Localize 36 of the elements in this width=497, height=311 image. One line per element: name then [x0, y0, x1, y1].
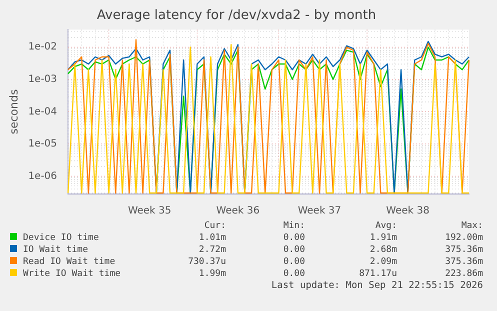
text: 0.00 [282, 256, 305, 268]
x-tick-label: Week 38 [386, 206, 430, 217]
legend-label: Write IO Wait time [22, 268, 122, 280]
text: Max: [460, 220, 483, 232]
text: 2.72m [198, 244, 226, 256]
text: 0.00 [282, 244, 305, 256]
text: 0.00 [282, 232, 305, 244]
text: 375.36m [444, 244, 483, 256]
text: 1.91m [368, 232, 397, 244]
legend-label: Device IO time [22, 232, 100, 244]
legend-label: Read IO Wait time [22, 256, 116, 268]
legend-label: IO Wait time [22, 244, 90, 256]
text: Cur: [203, 220, 226, 232]
text: 192.00m [444, 232, 483, 244]
y-tick-label: 1e-05 [28, 138, 58, 150]
y-tick-label: 1e-04 [28, 106, 58, 118]
y-tick-label: 1e-03 [28, 74, 58, 85]
text: 223.86m [444, 268, 483, 280]
x-tick-label: Week 37 [298, 206, 342, 217]
text: Avg: [374, 220, 397, 232]
text: 1.01m [198, 232, 226, 244]
y-axis-title: seconds [7, 89, 20, 134]
text: 871.17u [358, 268, 397, 280]
text: Last update: Mon Sep 21 22:55:15 2026 [270, 280, 483, 291]
chart-title: Average latency for /dev/xvda2 - by month [96, 8, 376, 24]
text: Min: [282, 220, 305, 232]
text: 1.99m [198, 268, 226, 280]
y-tick-label: 1e-06 [28, 170, 58, 182]
x-tick-label: Week 36 [216, 206, 260, 217]
text: 2.68m [368, 244, 397, 256]
text: 2.09m [368, 256, 397, 268]
text: 375.36m [444, 256, 483, 268]
y-tick-label: 1e-02 [28, 42, 58, 53]
text: 730.37u [187, 256, 226, 268]
x-tick-label: Week 35 [128, 206, 172, 217]
text: 0.00 [282, 268, 305, 280]
